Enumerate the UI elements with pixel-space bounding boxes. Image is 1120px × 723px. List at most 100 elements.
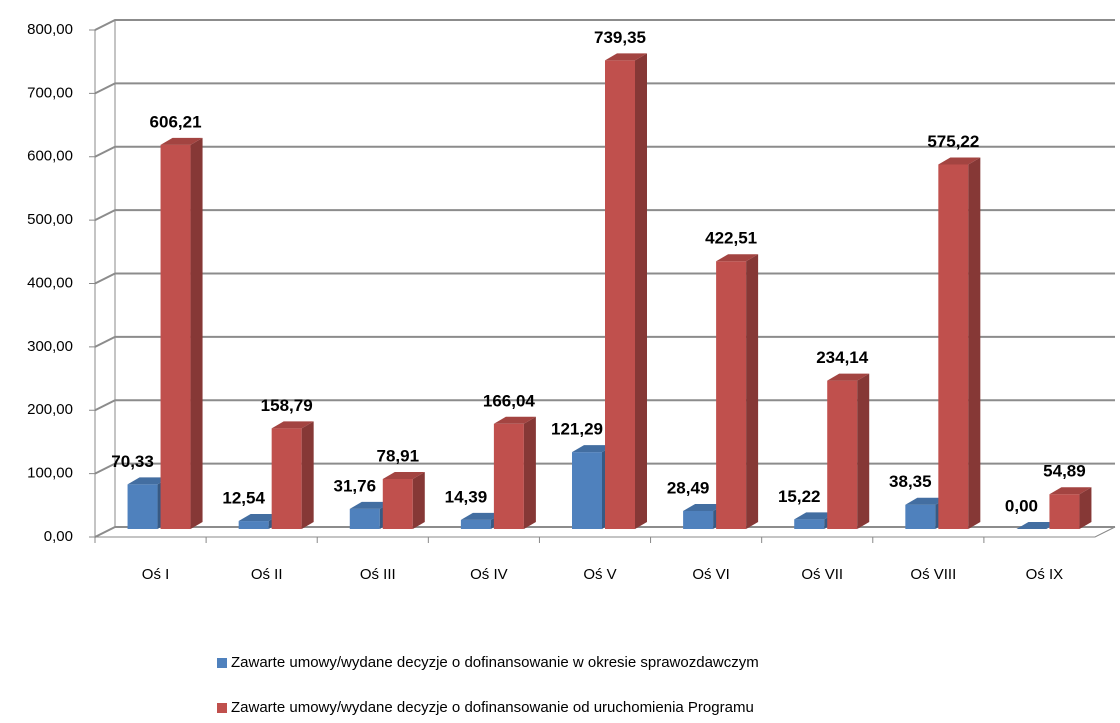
bar-top — [683, 503, 726, 511]
grid-line — [94, 82, 1115, 95]
y-tick-label: 0,00 — [44, 528, 73, 545]
bar-top — [127, 477, 170, 485]
bar-side — [523, 416, 536, 529]
bar-top — [349, 501, 392, 509]
bar — [938, 164, 969, 529]
value-label: 78,91 — [377, 446, 420, 465]
bar — [683, 510, 714, 529]
value-label: 14,39 — [445, 487, 488, 506]
value-label: 158,79 — [261, 396, 313, 415]
bar-top — [605, 53, 647, 61]
bar-side — [857, 373, 870, 529]
bar-side — [412, 471, 425, 529]
x-tick-label: Oś VIII — [910, 566, 956, 583]
y-tick-label: 400,00 — [27, 274, 73, 291]
bar-3d — [382, 471, 425, 529]
value-label: 575,22 — [927, 132, 979, 151]
bar-3d — [1016, 522, 1059, 529]
y-tick-label: 600,00 — [27, 148, 73, 165]
value-label: 70,33 — [111, 452, 154, 471]
y-tick-label: 100,00 — [27, 465, 73, 482]
bar-top — [271, 421, 314, 429]
value-label: 234,14 — [816, 348, 869, 367]
value-label: 606,21 — [150, 112, 202, 131]
value-label: 166,04 — [483, 391, 536, 410]
bar-top — [382, 471, 425, 479]
legend-swatch — [217, 703, 227, 713]
bar — [460, 519, 491, 529]
bar — [794, 519, 825, 529]
bar-side — [301, 421, 314, 529]
bar-3d — [160, 137, 203, 530]
bar-side — [968, 157, 981, 529]
value-label: 38,35 — [889, 472, 932, 491]
bar-top — [716, 254, 759, 262]
grid-line — [94, 526, 1115, 538]
value-label: 28,49 — [667, 478, 710, 497]
bar — [905, 504, 936, 529]
bar — [493, 423, 524, 529]
grid-line — [94, 399, 1115, 412]
legend-label: Zawarte umowy/wydane decyzje o dofinanso… — [231, 654, 759, 671]
x-tick-label: Oś II — [251, 566, 283, 583]
bar-3d — [827, 373, 870, 529]
value-label: 739,35 — [594, 28, 646, 47]
y-tick-label: 300,00 — [27, 338, 73, 355]
value-label: 121,29 — [551, 420, 603, 439]
x-tick-label: Oś IV — [470, 566, 508, 583]
bar — [605, 60, 635, 529]
bar-3d — [938, 157, 981, 529]
bar-3d — [605, 53, 647, 529]
grid-line — [94, 145, 1115, 158]
bar — [1049, 494, 1080, 529]
y-tick-label: 200,00 — [27, 401, 73, 418]
bar — [160, 144, 191, 530]
bar — [572, 452, 602, 529]
bar — [238, 521, 269, 529]
x-tick-label: Oś III — [360, 566, 396, 583]
bar-top — [1049, 487, 1092, 495]
bar-top — [905, 497, 948, 505]
x-tick-label: Oś I — [142, 566, 170, 583]
value-label: 12,54 — [222, 489, 265, 508]
y-tick-label: 700,00 — [27, 84, 73, 101]
bar-side — [635, 53, 647, 529]
x-tick-label: Oś VII — [801, 566, 843, 583]
bar-side — [1079, 487, 1092, 529]
grid-line — [94, 19, 1115, 31]
bar-side — [190, 137, 203, 530]
bar-top — [572, 445, 614, 453]
y-tick-label: 500,00 — [27, 211, 73, 228]
legend-swatch — [217, 658, 227, 668]
bar-side — [746, 254, 759, 529]
bar-top — [938, 157, 981, 165]
x-tick-label: Oś IX — [1026, 566, 1064, 583]
x-tick-label: Oś VI — [692, 566, 730, 583]
bar-3d — [493, 416, 536, 529]
grid-line — [94, 272, 1115, 285]
grid-line — [94, 462, 1115, 475]
bar — [716, 261, 747, 529]
value-label: 54,89 — [1043, 462, 1086, 481]
value-label: 15,22 — [778, 487, 821, 506]
bar — [271, 428, 302, 529]
grid-line — [94, 209, 1115, 222]
bar-3d — [271, 421, 314, 529]
bar — [349, 508, 380, 529]
bar — [382, 478, 413, 529]
bar-top — [827, 373, 870, 381]
bar-top — [160, 137, 203, 145]
bar-top — [1016, 522, 1059, 529]
bar — [827, 380, 858, 529]
bar-top — [493, 416, 536, 424]
bar-3d — [716, 254, 759, 529]
value-label: 31,76 — [334, 476, 377, 495]
bar-top — [238, 514, 281, 522]
bar — [127, 484, 158, 529]
bar-3d — [1049, 487, 1092, 529]
x-tick-label: Oś V — [583, 566, 616, 583]
value-label: 0,00 — [1005, 496, 1038, 515]
value-label: 422,51 — [705, 229, 757, 248]
grid-line — [94, 335, 1115, 348]
